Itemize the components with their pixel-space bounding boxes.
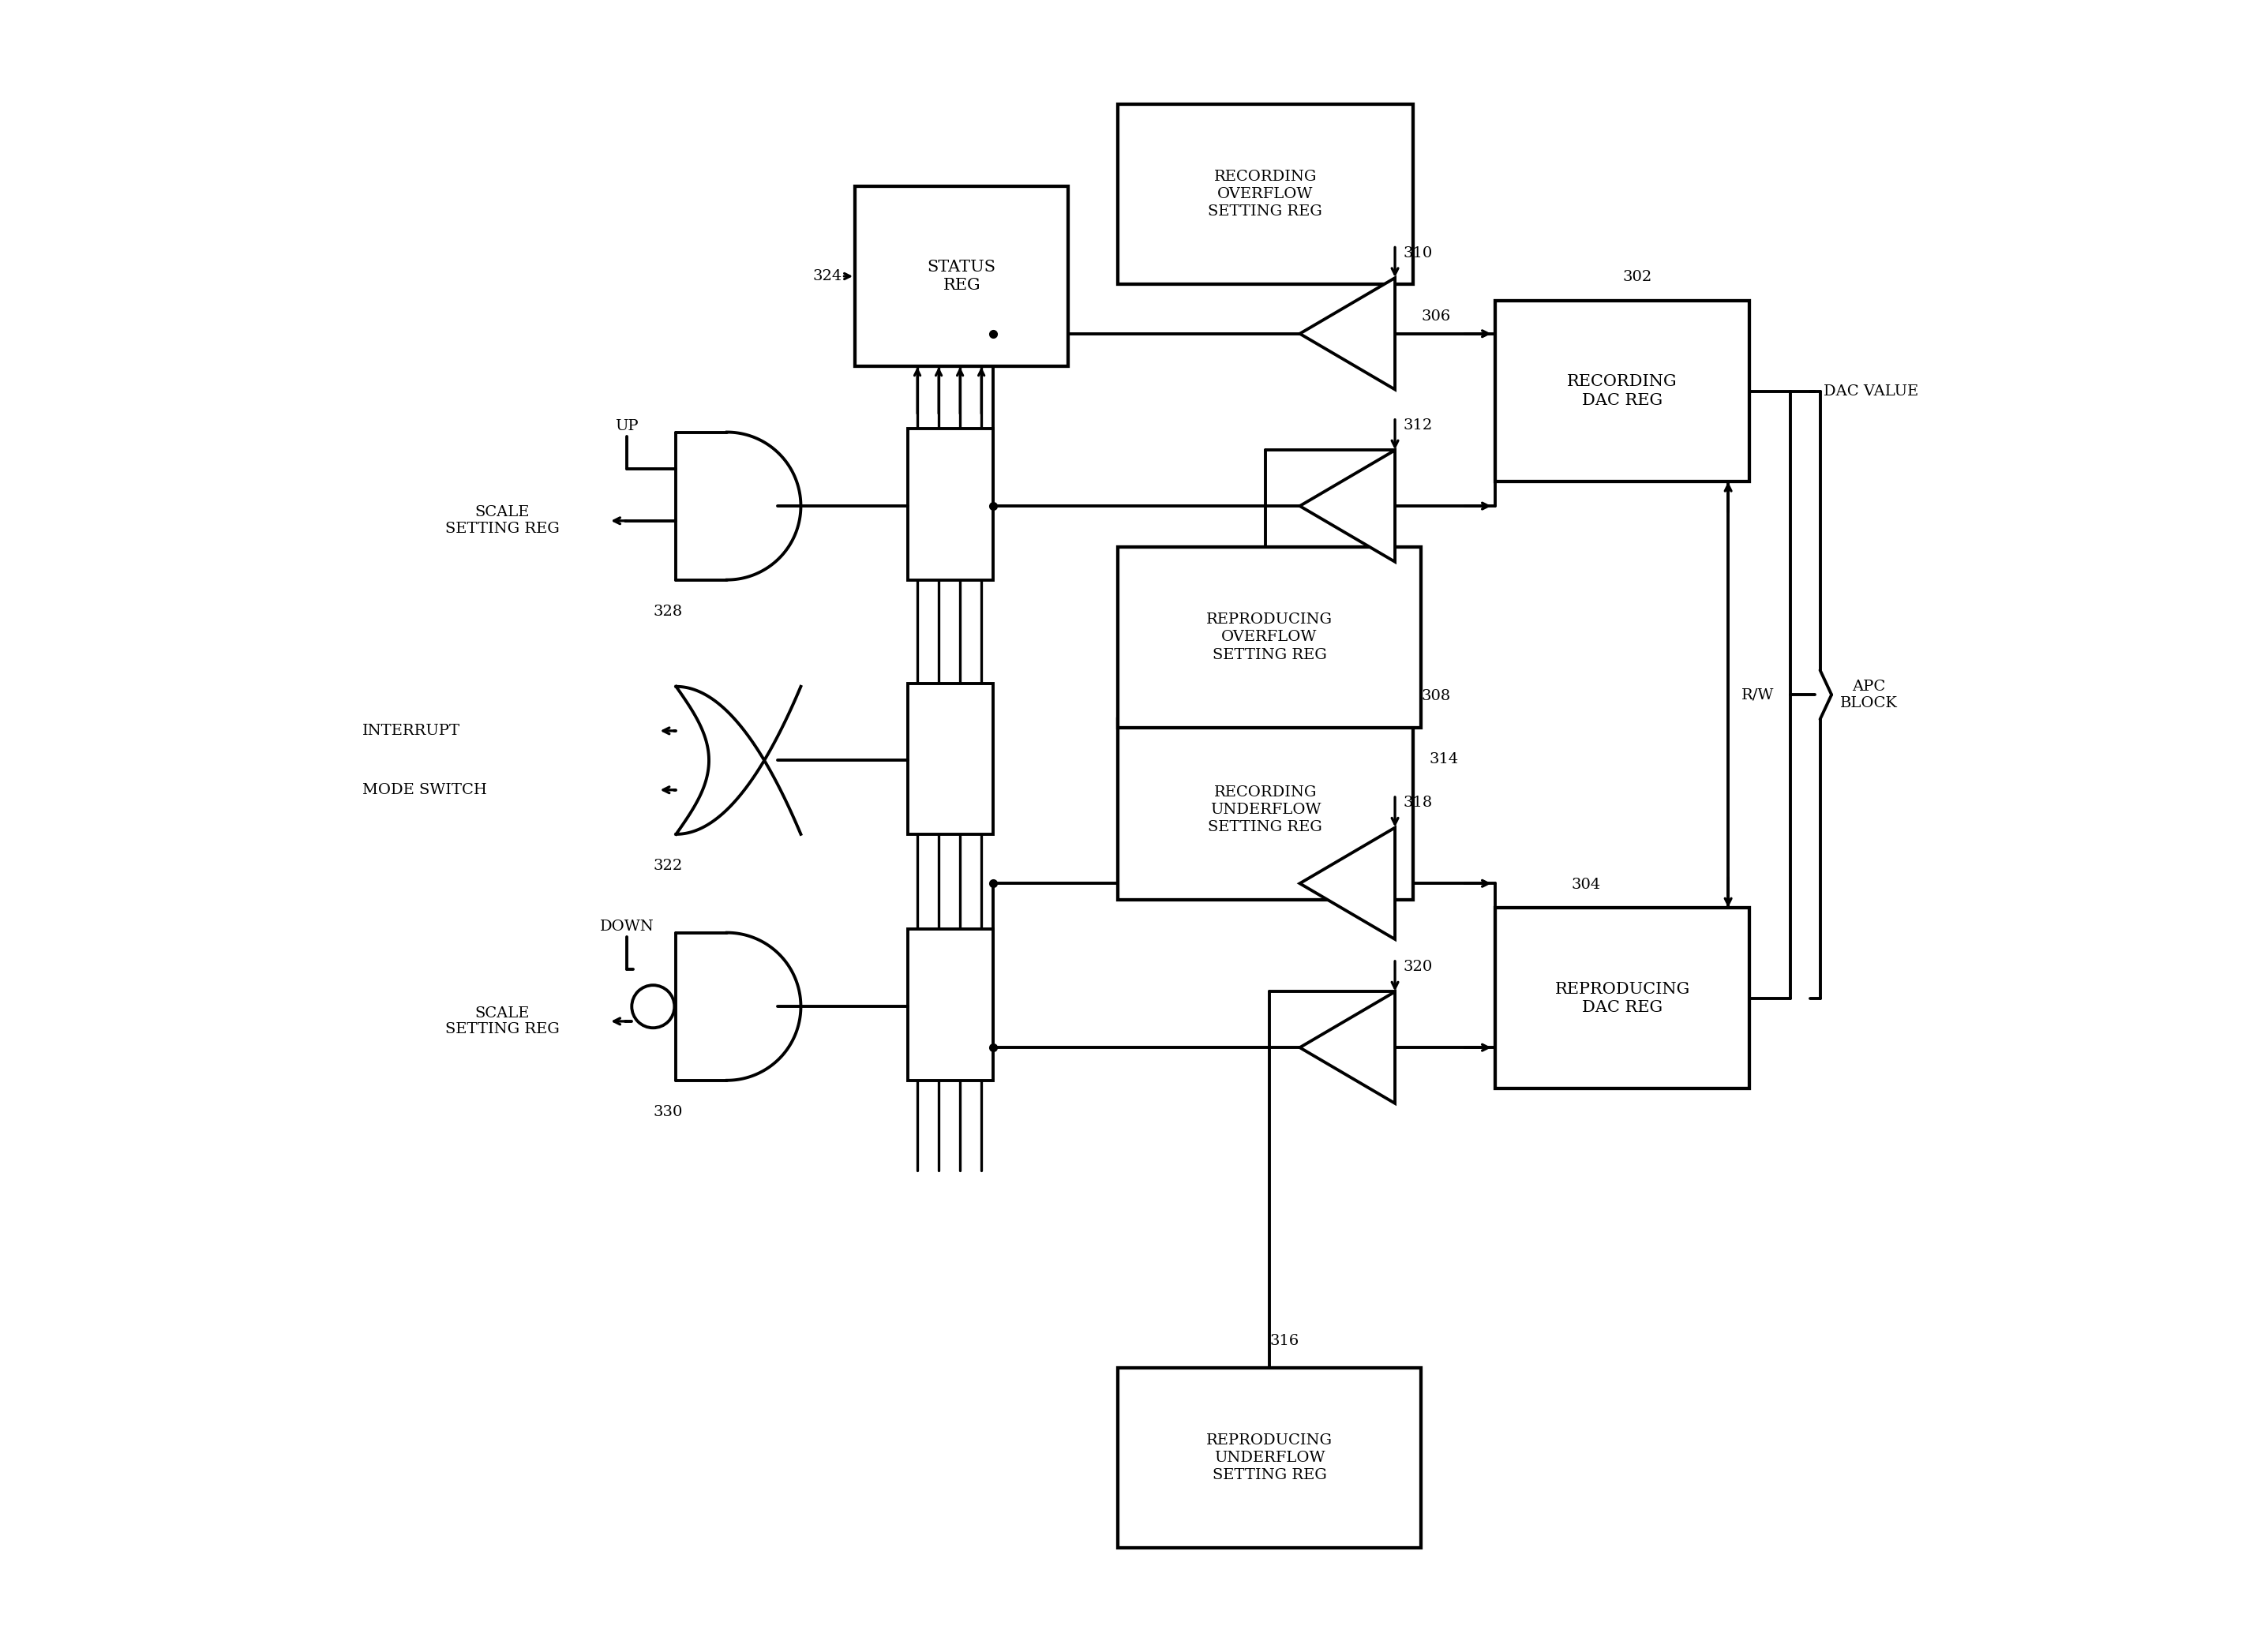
Text: RECORDING
UNDERFLOW
SETTING REG: RECORDING UNDERFLOW SETTING REG [1209,785,1322,834]
Bar [1495,301,1749,481]
Text: 316: 316 [1270,1333,1300,1348]
Text: REPRODUCING
DAC REG: REPRODUCING DAC REG [1554,981,1690,1014]
Text: APC
BLOCK: APC BLOCK [1839,679,1898,710]
Polygon shape [1300,828,1395,940]
Text: SCALE
SETTING REG: SCALE SETTING REG [445,1006,560,1036]
Text: 328: 328 [653,605,683,618]
Text: 312: 312 [1404,418,1433,433]
Text: 322: 322 [653,859,683,872]
Bar [1118,719,1413,900]
Text: 314: 314 [1429,752,1458,767]
Text: 318: 318 [1404,796,1433,809]
Bar [855,187,1068,367]
Text: 324: 324 [812,269,841,284]
Bar [1118,547,1422,727]
Text: R/W: R/W [1742,687,1774,702]
Text: RECORDING
OVERFLOW
SETTING REG: RECORDING OVERFLOW SETTING REG [1209,170,1322,218]
Text: STATUS
REG: STATUS REG [928,259,996,292]
Text: 306: 306 [1422,309,1452,324]
Text: MODE SWITCH: MODE SWITCH [363,783,488,796]
Text: 330: 330 [653,1105,683,1118]
Bar [907,684,993,834]
Bar [907,430,993,580]
Text: 310: 310 [1404,246,1433,261]
Text: 304: 304 [1572,877,1601,892]
Bar [1118,1368,1422,1548]
Text: UP: UP [615,418,640,433]
Polygon shape [1300,991,1395,1104]
Polygon shape [1300,278,1395,390]
Text: DAC VALUE: DAC VALUE [1823,383,1919,398]
Text: DOWN: DOWN [599,919,653,933]
Bar [907,930,993,1080]
Bar [1495,909,1749,1089]
Text: 320: 320 [1404,960,1433,975]
Text: 302: 302 [1622,271,1651,284]
Text: REPRODUCING
OVERFLOW
SETTING REG: REPRODUCING OVERFLOW SETTING REG [1207,613,1334,662]
Text: RECORDING
DAC REG: RECORDING DAC REG [1567,375,1678,408]
Text: 308: 308 [1422,689,1452,702]
Text: SCALE
SETTING REG: SCALE SETTING REG [445,506,560,537]
Text: INTERRUPT: INTERRUPT [363,724,460,738]
Bar [1118,104,1413,284]
Text: REPRODUCING
UNDERFLOW
SETTING REG: REPRODUCING UNDERFLOW SETTING REG [1207,1434,1334,1482]
Polygon shape [1300,451,1395,562]
